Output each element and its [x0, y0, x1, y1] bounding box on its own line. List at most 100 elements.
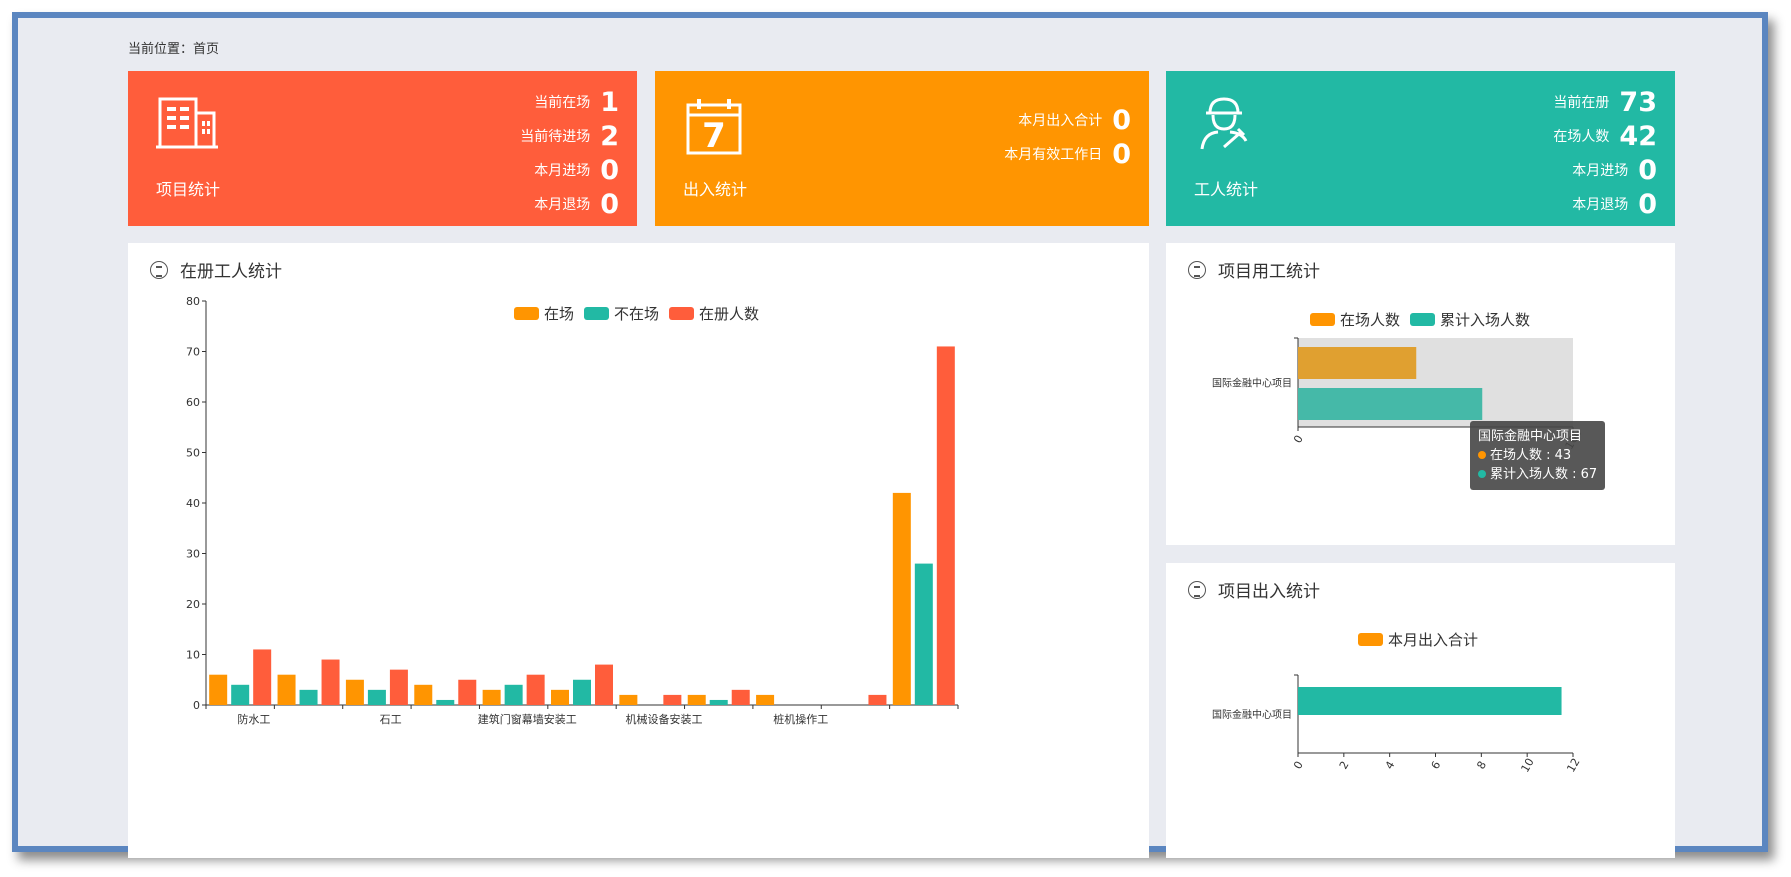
stat-value: 0 — [600, 154, 619, 186]
panel-title: 项目出入统计 — [1218, 582, 1320, 602]
y-tick-label: 50 — [186, 447, 200, 460]
y-tick-label: 60 — [186, 396, 200, 409]
chart-legend[interactable]: 在场 不在场 在册人数 — [514, 303, 769, 324]
stat-value: 2 — [600, 120, 619, 152]
card-stats: 本月出入合计 0 本月有效工作日 0 — [1004, 103, 1131, 171]
tooltip-line: 累计入场人数 : 67 — [1490, 467, 1598, 482]
bar — [209, 674, 228, 705]
bar — [504, 684, 523, 705]
stat-label: 本月进场 — [1572, 163, 1629, 179]
stat-value: 0 — [1112, 138, 1131, 170]
x-tick-label: 4 — [1383, 759, 1398, 772]
bar — [1298, 388, 1483, 420]
stat-label: 当前在册 — [1553, 95, 1610, 111]
bar — [414, 684, 433, 705]
bar — [253, 649, 272, 705]
bar — [687, 694, 706, 705]
card-stats: 当前在册 73 在场人数 42 本月进场 0 本月退场 0 — [1553, 85, 1657, 221]
project-access-chart: 0 2 4 6 8 10 12 国际金融中心项目 — [1212, 674, 1583, 775]
chart-legend[interactable]: 本月出入合计 — [1358, 629, 1488, 650]
legend-item[interactable]: 在场人数 — [1310, 309, 1400, 330]
bar — [573, 679, 591, 705]
legend-item[interactable]: 不在场 — [584, 303, 659, 324]
bar — [551, 689, 569, 705]
bar — [731, 689, 750, 705]
bar — [595, 664, 613, 705]
bar — [936, 346, 955, 705]
bar — [1298, 347, 1417, 379]
card-title: 工人统计 — [1194, 180, 1259, 199]
bar — [389, 669, 408, 705]
stat-label: 本月进场 — [534, 163, 591, 179]
bar — [345, 679, 364, 705]
card-title: 项目统计 — [156, 180, 221, 199]
x-tick-label: 0 — [1291, 433, 1306, 446]
stat-label: 当前在场 — [534, 95, 591, 111]
stat-label: 在场人数 — [1553, 129, 1610, 145]
stat-value: 0 — [1638, 154, 1657, 186]
bar — [482, 689, 501, 705]
stat-value: 0 — [600, 188, 619, 220]
stat-value: 73 — [1619, 86, 1657, 118]
legend-item[interactable]: 累计入场人数 — [1410, 309, 1530, 330]
bar — [663, 694, 682, 705]
chart-legend[interactable]: 在场人数 累计入场人数 — [1310, 309, 1540, 330]
chart-tooltip: 国际金融中心项目 在场人数 : 43 累计入场人数 : 67 — [1470, 421, 1606, 490]
y-tick-label: 40 — [186, 497, 200, 510]
project-labor-chart: 0100国际金融中心项目 — [1212, 337, 1584, 452]
y-tick-label: 80 — [186, 295, 200, 308]
project-labor-panel: 项目用工统计 在场人数 累计入场人数 0100国际金融中心项目 国际金融中心项目… — [1166, 243, 1675, 545]
bar — [231, 684, 250, 705]
bar — [914, 563, 933, 705]
y-tick-label: 国际金融中心项目 — [1212, 708, 1292, 721]
breadcrumb: 当前位置：首页 — [128, 42, 220, 57]
y-tick-label: 70 — [186, 346, 200, 359]
stat-value: 1 — [600, 86, 619, 118]
legend-item[interactable]: 本月出入合计 — [1358, 629, 1478, 650]
x-tick-label: 石工 — [380, 713, 402, 726]
x-tick-label: 机械设备安装工 — [626, 712, 703, 726]
y-tick-label: 0 — [193, 699, 200, 712]
stat-value: 0 — [1112, 104, 1131, 136]
stat-label: 本月有效工作日 — [1004, 147, 1103, 163]
bar — [436, 699, 455, 705]
x-tick-label: 8 — [1474, 759, 1489, 772]
y-tick-label: 国际金融中心项目 — [1212, 377, 1292, 390]
chart-icon — [1188, 580, 1206, 599]
calendar-icon: 7 — [685, 97, 745, 161]
bar — [1298, 687, 1562, 715]
bar — [277, 674, 296, 705]
stat-label: 本月退场 — [1572, 197, 1629, 213]
registered-workers-panel: 在册工人统计 在场 不在场 在册人数 0 10 20 30 40 50 60 70 80 防水工 石… — [128, 243, 1149, 858]
worker-stat-card[interactable]: 工人统计 当前在册 73 在场人数 42 本月进场 0 本月退场 0 — [1166, 71, 1675, 226]
x-tick-label: 10 — [1518, 756, 1536, 775]
legend-item[interactable]: 在场 — [514, 303, 574, 324]
legend-item[interactable]: 在册人数 — [669, 303, 759, 324]
card-title: 出入统计 — [683, 180, 748, 199]
tooltip-line: 在场人数 : 43 — [1490, 448, 1572, 463]
tooltip-title: 国际金融中心项目 — [1478, 429, 1583, 444]
bar — [321, 659, 340, 705]
chart-icon — [1188, 260, 1206, 279]
y-tick-label: 30 — [186, 548, 200, 561]
stat-value: 42 — [1619, 120, 1657, 152]
calendar-day: 7 — [702, 116, 726, 156]
x-tick-label: 防水工 — [237, 712, 270, 726]
bar — [367, 689, 386, 705]
bar — [756, 694, 775, 705]
project-access-panel: 项目出入统计 本月出入合计 0 2 4 6 8 10 12 国际金融中心项目 — [1166, 563, 1675, 858]
registered-workers-chart: 0 10 20 30 40 50 60 70 80 防水工 石工 建筑门窗幕墙安装工 机械设备安装工 桩机… — [186, 295, 959, 726]
x-tick-label: 建筑门窗幕墙安装工 — [478, 712, 577, 726]
y-tick-label: 10 — [186, 649, 200, 662]
bar — [892, 492, 911, 705]
bar — [458, 679, 477, 705]
x-tick-label: 桩机操作工 — [773, 712, 828, 726]
y-tick-label: 20 — [186, 598, 200, 611]
access-stat-card[interactable]: 7 出入统计 本月出入合计 0 本月有效工作日 0 — [655, 71, 1149, 226]
stat-label: 当前待进场 — [520, 129, 591, 145]
project-stat-card[interactable]: 项目统计 当前在场 1 当前待进场 2 本月进场 0 本月退场 0 — [128, 71, 637, 226]
stat-value: 0 — [1638, 188, 1657, 220]
x-tick-label: 0 — [1291, 759, 1306, 772]
panel-title: 项目用工统计 — [1218, 262, 1320, 282]
bar — [526, 674, 545, 705]
